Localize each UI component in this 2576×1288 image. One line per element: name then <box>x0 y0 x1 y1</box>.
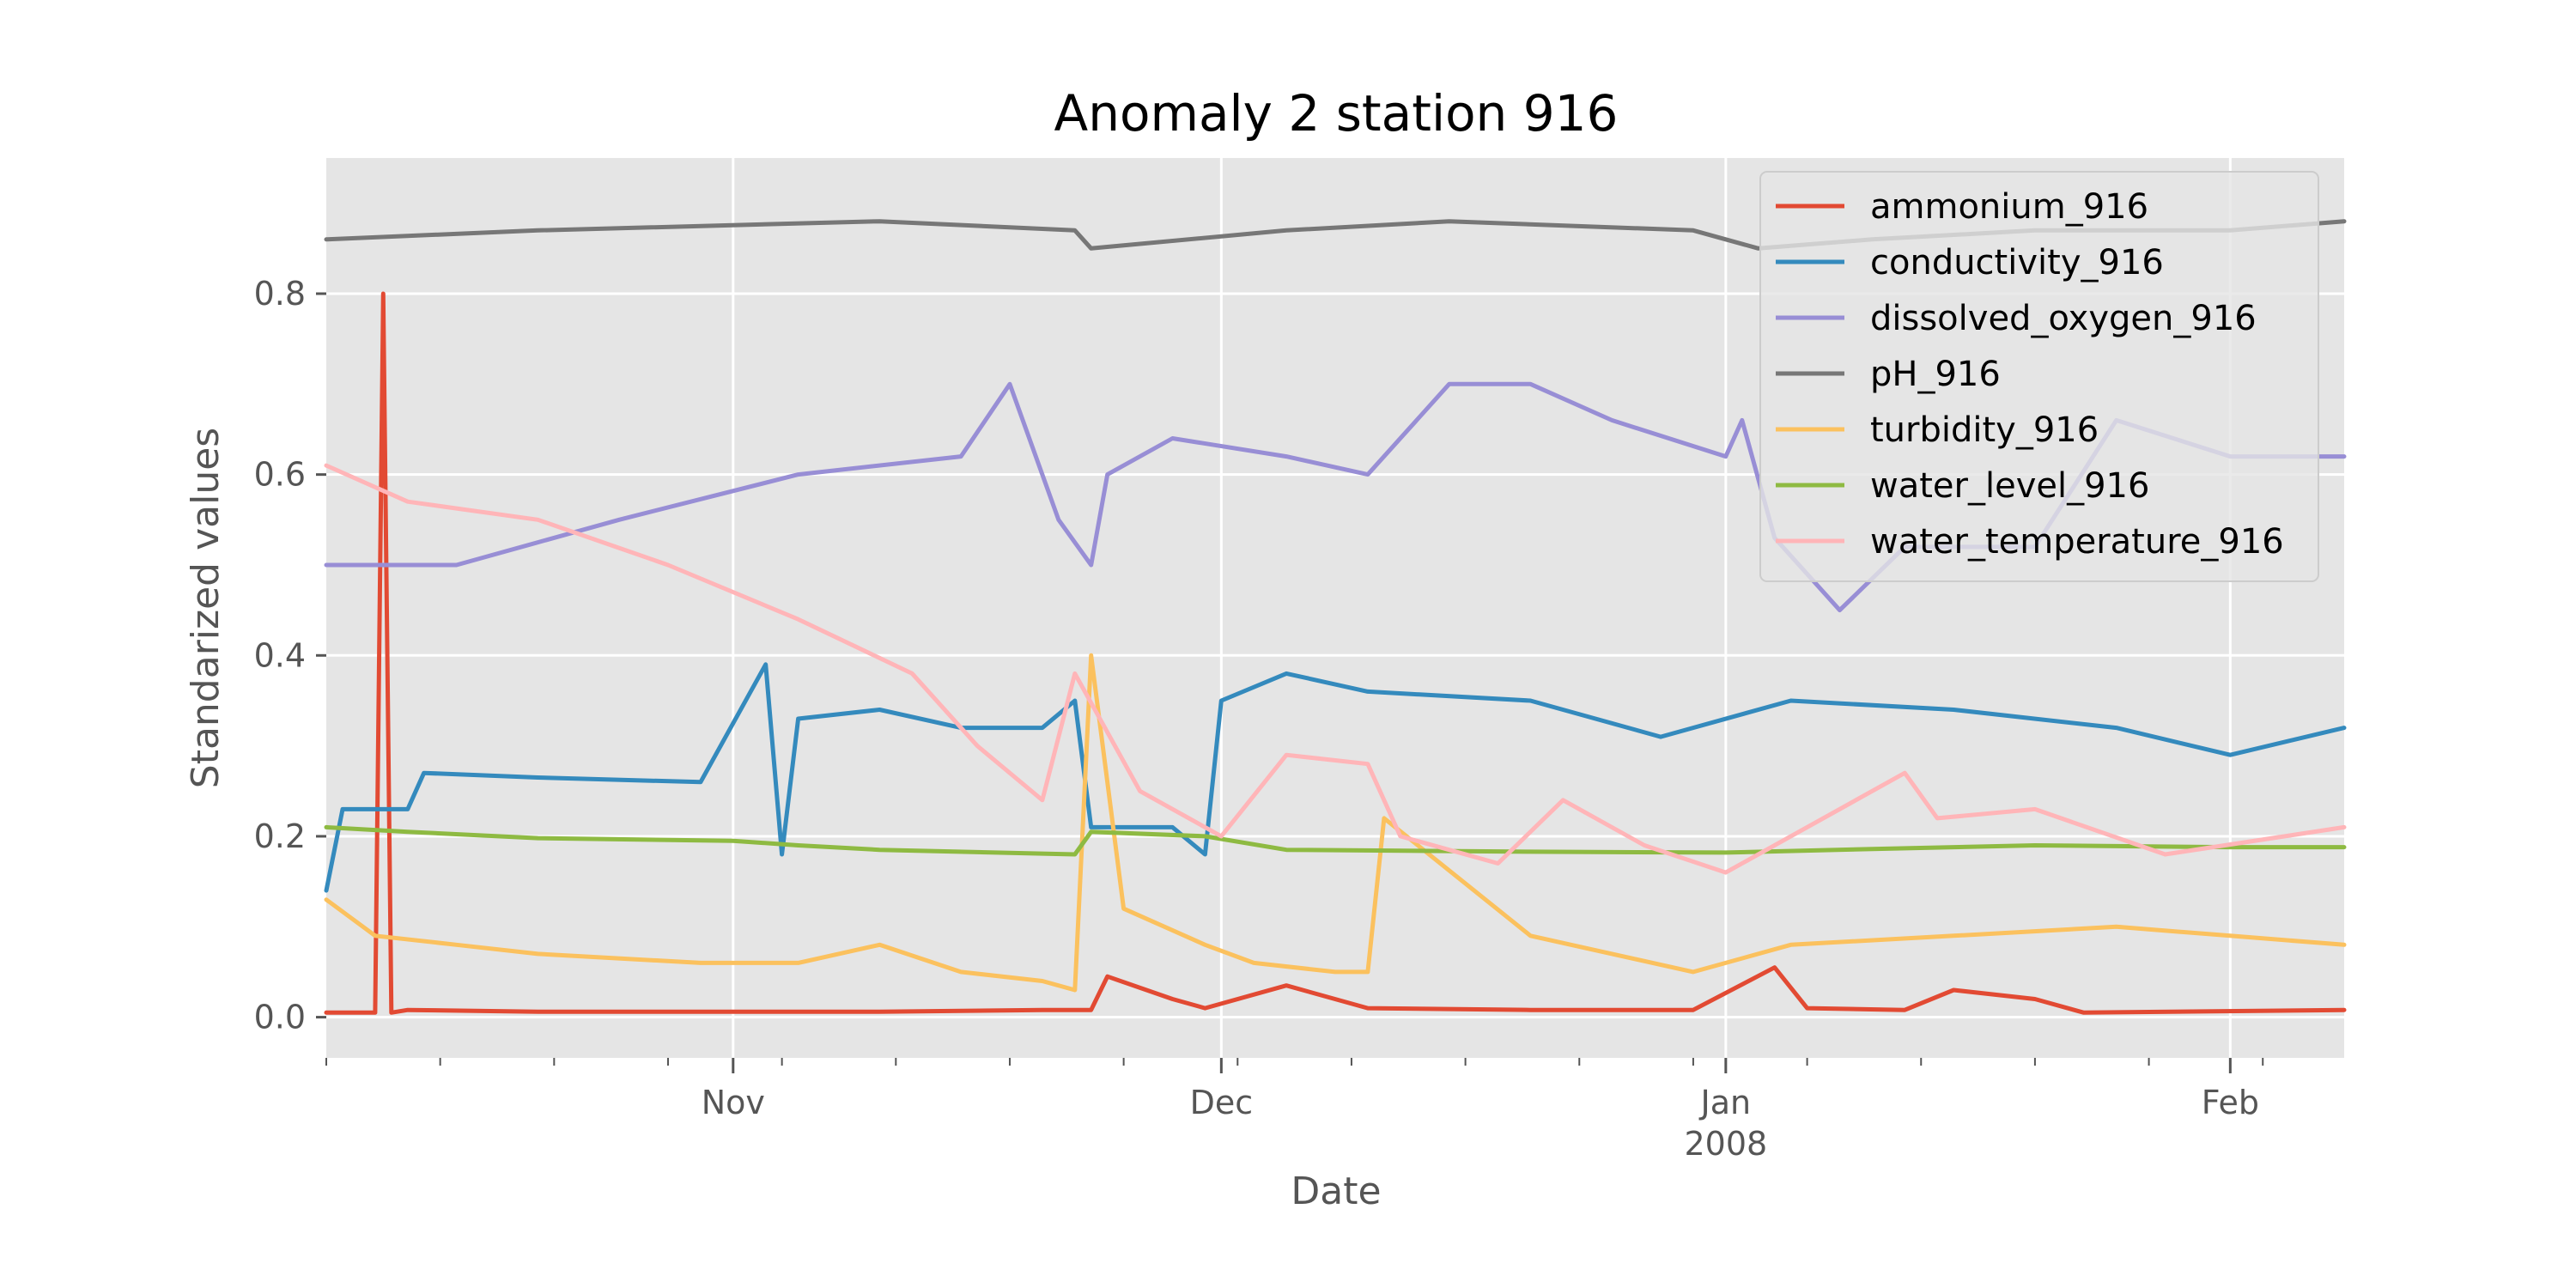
y-axis-ticks: 0.0 0.2 0.4 0.6 0.8 <box>254 275 326 1036</box>
x-tick-label: Dec <box>1190 1084 1254 1121</box>
series-line-turbidity_916 <box>324 653 2347 993</box>
x-axis-ticks: Nov Dec Jan 2008 Feb <box>325 1058 2264 1163</box>
y-tick-label: 0.2 <box>254 817 306 855</box>
series-line-conductivity_916 <box>324 662 2347 893</box>
chart-title: Anomaly 2 station 916 <box>1054 84 1619 143</box>
y-tick-label: 0.6 <box>254 456 306 494</box>
legend-entry: conductivity_916 <box>1870 243 2164 283</box>
x-tick-label: Nov <box>702 1084 765 1121</box>
legend-entry: water_temperature_916 <box>1870 522 2284 562</box>
x-axis-label: Date <box>1291 1170 1381 1213</box>
x-tick-label: Jan <box>1699 1084 1752 1121</box>
x-tick-label: Feb <box>2202 1084 2259 1121</box>
legend-box <box>1759 171 2319 582</box>
y-axis-label: Standarized values <box>184 428 228 788</box>
legend-entry: water_level_916 <box>1870 466 2149 506</box>
legend-entry: dissolved_oxygen_916 <box>1870 299 2257 338</box>
y-tick-label: 0.0 <box>254 999 306 1036</box>
series-line-ammonium_916 <box>324 291 2347 1015</box>
y-tick-label: 0.4 <box>254 636 306 674</box>
legend-entry: turbidity_916 <box>1870 410 2099 450</box>
series-line-water_temperature_916 <box>324 463 2347 875</box>
legend-entry: pH_916 <box>1870 355 2001 394</box>
x-tick-sublabel: 2008 <box>1684 1125 1767 1163</box>
series-line-water_level_916 <box>324 824 2347 857</box>
y-tick-label: 0.8 <box>254 275 306 313</box>
legend: ammonium_916 conductivity_916 dissolved_ox… <box>1759 171 2319 582</box>
legend-entry: ammonium_916 <box>1870 187 2148 227</box>
